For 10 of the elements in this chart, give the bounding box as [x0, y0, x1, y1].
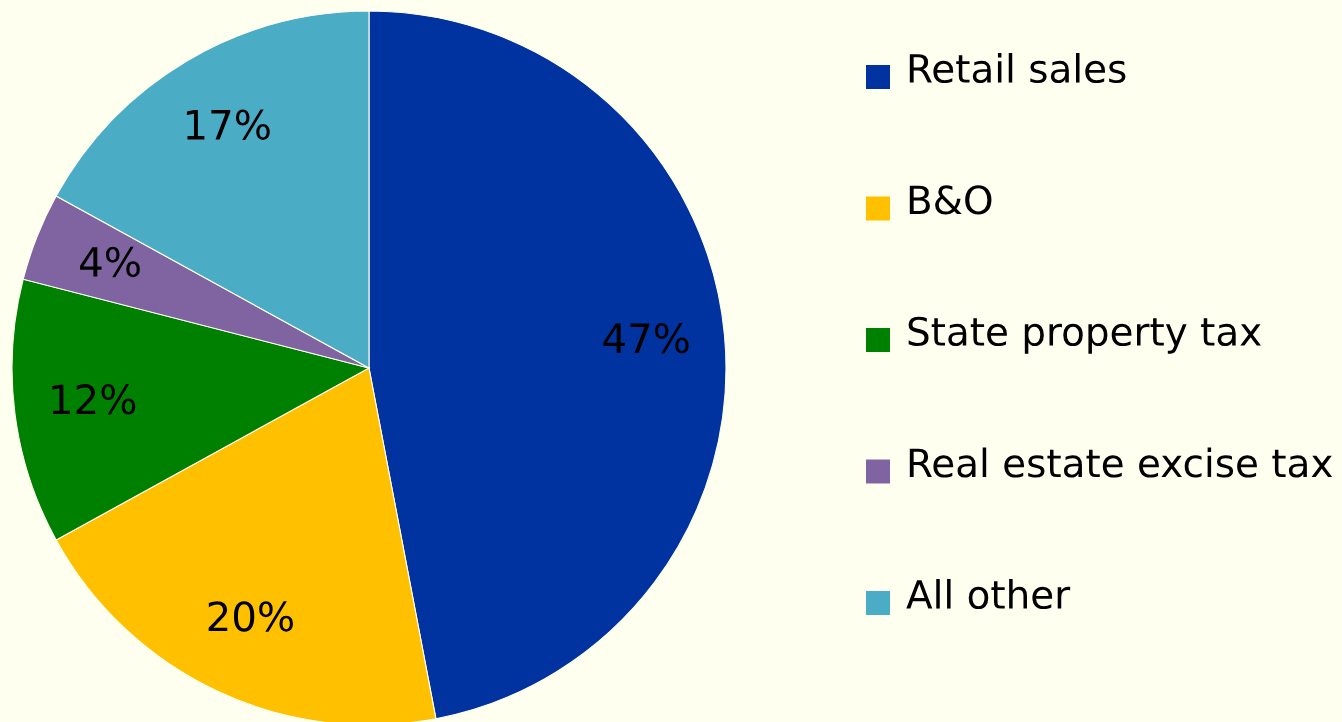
- data-label: 20%: [208, 601, 293, 632]
- data-label: 17%: [186, 109, 270, 140]
- legend-label: All other: [906, 579, 1071, 610]
- data-label: 47%: [603, 323, 689, 354]
- legend-label: State property tax: [908, 316, 1261, 354]
- legend-label: B&O: [909, 185, 992, 215]
- legend-label: Retail sales: [909, 53, 1126, 84]
- data-label: 12%: [52, 384, 136, 415]
- legend-label: Real estate excise tax: [909, 447, 1333, 478]
- data-label: 4%: [80, 246, 140, 278]
